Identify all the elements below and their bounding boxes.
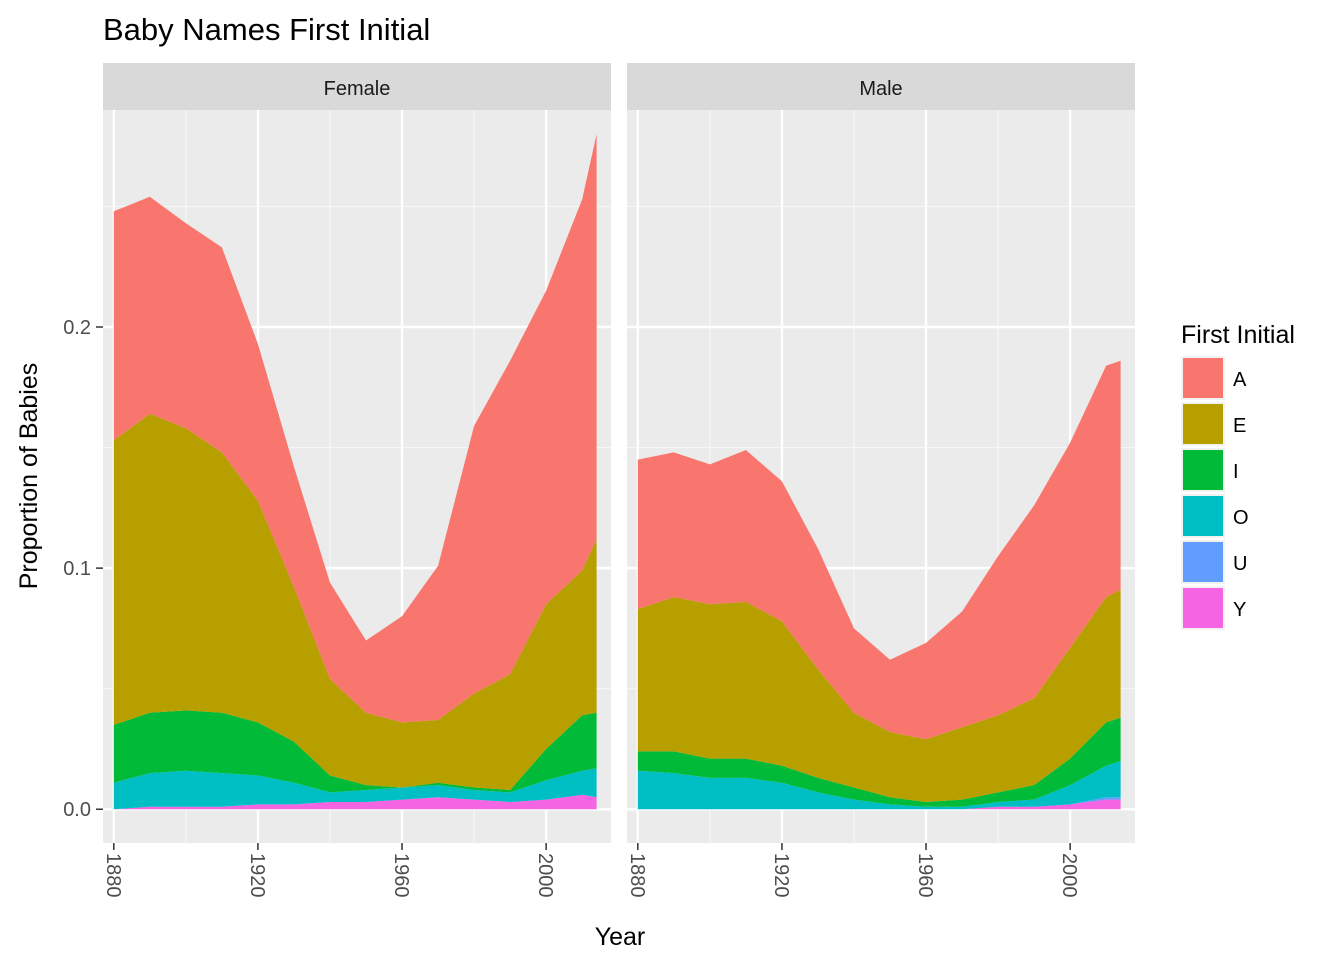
legend-items: A E I O U Y xyxy=(1181,356,1249,630)
y-axis-label: Proportion of Babies xyxy=(15,363,43,590)
x-tick-label: 1880 xyxy=(626,853,648,898)
x-tick-label: 1880 xyxy=(102,853,124,898)
legend-item-e: E xyxy=(1181,402,1246,446)
chart-title: Baby Names First Initial xyxy=(103,12,430,47)
legend-swatch xyxy=(1183,496,1223,536)
legend-label: E xyxy=(1233,415,1246,437)
legend-item-u: U xyxy=(1181,540,1247,584)
legend-item-i: I xyxy=(1181,448,1239,492)
area-male-i xyxy=(637,717,1121,807)
area-female-e xyxy=(113,413,597,790)
legend-label: A xyxy=(1233,369,1247,391)
x-tick-label: 2000 xyxy=(1058,853,1080,898)
x-tick-label: 1960 xyxy=(390,853,412,898)
legend-label: U xyxy=(1233,553,1247,575)
legend-swatch xyxy=(1183,404,1223,444)
x-tick-label: 1960 xyxy=(914,853,936,898)
y-tick-label: 0.0 xyxy=(63,799,91,821)
legend-label: I xyxy=(1233,461,1239,483)
facet-label: Male xyxy=(859,78,902,100)
facet-strip xyxy=(627,63,1135,110)
panels: Female 1880 1920 1960 2000 0.0 0.1 0.2 Male 1880 1… xyxy=(63,63,1135,898)
legend-label: O xyxy=(1233,507,1249,529)
panel-female: Female 1880 1920 1960 2000 0.0 0.1 0.2 xyxy=(63,63,611,898)
legend-swatch xyxy=(1183,588,1223,628)
facet-strip xyxy=(103,63,611,110)
area-female-i xyxy=(113,710,597,793)
area-female-o xyxy=(113,768,597,810)
legend-swatch xyxy=(1183,542,1223,582)
x-axis-label: Year xyxy=(595,923,646,951)
facet-label: Female xyxy=(324,78,391,100)
area-male-o xyxy=(637,761,1121,810)
legend-label: Y xyxy=(1233,599,1246,621)
legend-item-y: Y xyxy=(1181,586,1246,630)
legend-item-o: O xyxy=(1181,494,1249,538)
area-male-a xyxy=(637,360,1121,740)
x-tick-label: 1920 xyxy=(770,853,792,898)
y-tick-label: 0.1 xyxy=(63,558,91,580)
legend-swatch xyxy=(1183,450,1223,490)
area-female-a xyxy=(113,134,597,723)
x-tick-label: 2000 xyxy=(534,853,556,898)
legend-item-a: A xyxy=(1181,356,1247,400)
legend: First Initial A E I O U Y xyxy=(1181,321,1295,630)
area-male-e xyxy=(637,589,1121,802)
y-tick-label: 0.2 xyxy=(63,317,91,339)
panel-male: Male 1880 1920 1960 2000 xyxy=(626,63,1135,898)
legend-swatch xyxy=(1183,358,1223,398)
legend-title: First Initial xyxy=(1181,321,1295,349)
x-tick-label: 1920 xyxy=(246,853,268,898)
